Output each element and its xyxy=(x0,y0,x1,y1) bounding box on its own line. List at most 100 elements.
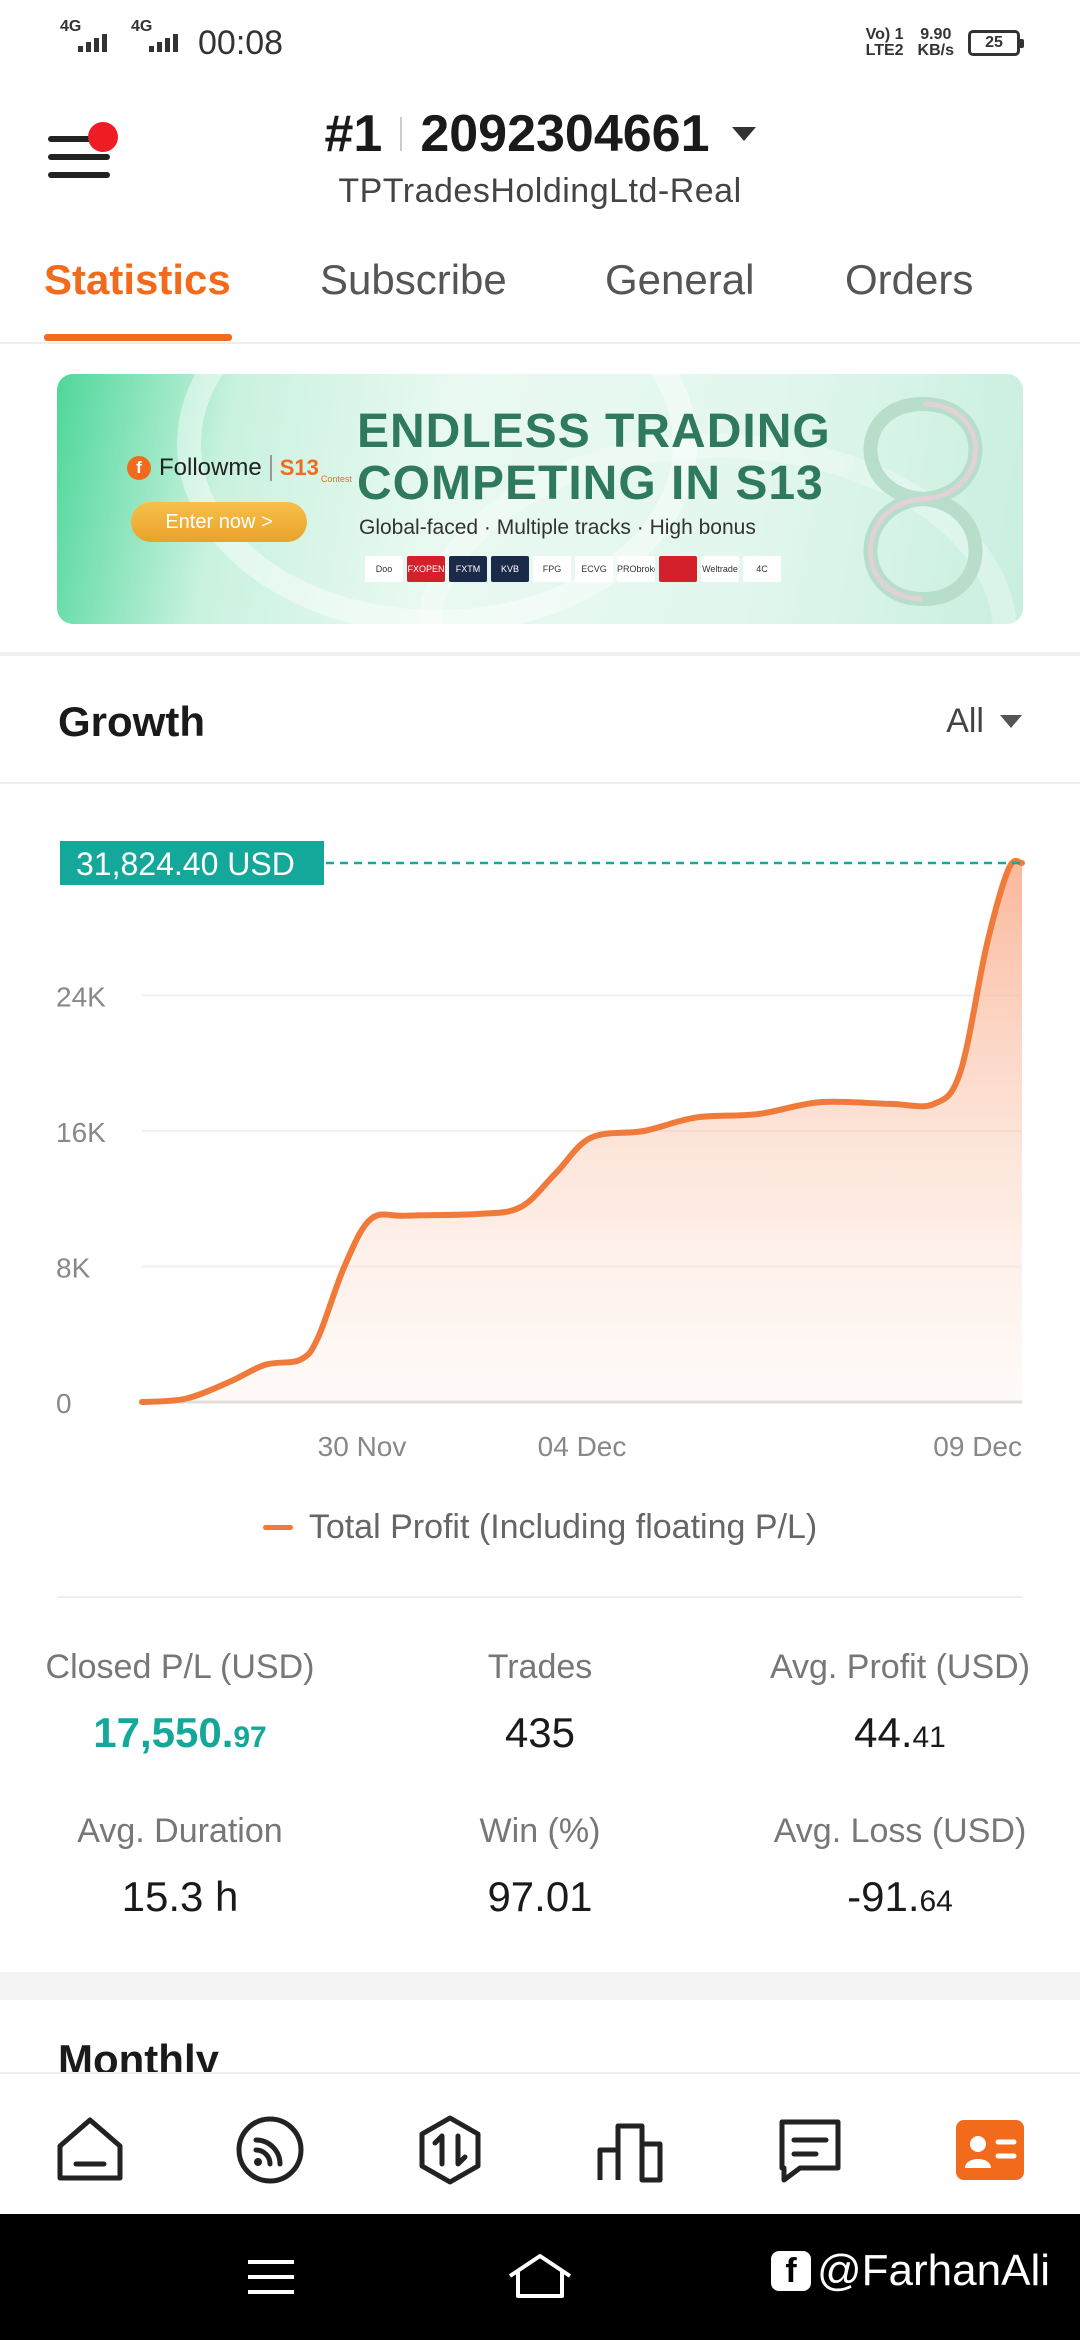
sponsor-logo: PRObroker xyxy=(617,556,655,582)
monthly-title: Monthly xyxy=(58,2036,219,2072)
watermark-text: @FarhanAli xyxy=(817,2246,1050,2295)
y-tick-label: 24K xyxy=(56,982,106,1013)
promo-banner[interactable]: f Followme S13 Contest Enter now > ENDLE… xyxy=(57,374,1023,624)
menu-icon xyxy=(48,136,92,142)
clock: 00:08 xyxy=(198,23,284,62)
banner-brand: Followme xyxy=(159,454,262,481)
followme-logo-icon: f xyxy=(127,456,151,480)
sponsor-logo: FXTM xyxy=(449,556,487,582)
followme-logo: f Followme S13 Contest xyxy=(127,452,352,484)
signal-bars-icon xyxy=(149,34,178,52)
trade-icon xyxy=(419,2115,481,2185)
nav-messages[interactable] xyxy=(770,2110,850,2190)
nav-profile[interactable] xyxy=(950,2110,1030,2190)
stat-closed-pl: Closed P/L (USD) 17,550.97 xyxy=(0,1648,360,1757)
tab-statistics[interactable]: Statistics xyxy=(44,256,231,303)
y-tick-label: 16K xyxy=(56,1117,106,1148)
home-icon xyxy=(57,2117,123,2181)
tab-general[interactable]: General xyxy=(605,256,755,303)
stat-value: 435 xyxy=(360,1709,720,1757)
system-home-button[interactable] xyxy=(504,2250,576,2309)
legend-label: Total Profit (Including floating P/L) xyxy=(308,1508,818,1546)
profit-area xyxy=(142,860,1022,1402)
sponsor-logo: Weltrade xyxy=(701,556,739,582)
y-axis: 0 8K 16K 24K xyxy=(56,982,106,1420)
stat-value-main: -91. xyxy=(847,1873,920,1920)
current-value-badge-bg xyxy=(60,840,324,885)
tab-bar: Statistics Subscribe General Orders xyxy=(0,226,1080,344)
battery-icon: 25 xyxy=(968,30,1024,56)
menu-lines-icon xyxy=(248,2260,294,2294)
stat-value: 97.01 xyxy=(360,1873,720,1921)
divider xyxy=(57,1596,1023,1598)
section-divider xyxy=(0,1972,1080,2000)
banner-subtitle: Global-faced · Multiple tracks · High bo… xyxy=(359,516,756,539)
current-value-badge: 31,824.40 USD xyxy=(60,840,324,885)
profit-series-line xyxy=(139,857,1025,1405)
current-value-label: 31,824.40 USD xyxy=(76,846,295,882)
system-menu-button[interactable] xyxy=(244,2250,298,2309)
tab-orders[interactable]: Orders xyxy=(845,256,974,303)
x-axis: 30 Nov 04 Dec 09 Dec xyxy=(318,1431,1022,1462)
active-tab-indicator xyxy=(44,334,232,341)
stat-win-rate: Win (%) 97.01 xyxy=(360,1812,720,1921)
bottom-nav xyxy=(0,2072,1080,2214)
home-outline-icon xyxy=(508,2254,572,2298)
banner-badge-sub: Contest xyxy=(320,474,352,484)
banner-8-graphic-icon xyxy=(863,396,983,607)
nav-trade[interactable] xyxy=(410,2110,490,2190)
facebook-icon: f xyxy=(771,2251,812,2291)
broker-name: TPTradesHoldingLtd-Real xyxy=(338,172,742,210)
enter-now-button[interactable]: Enter now > xyxy=(131,502,307,542)
range-select[interactable]: All xyxy=(946,702,1022,741)
x-tick-label: 30 Nov xyxy=(318,1431,407,1462)
menu-button[interactable] xyxy=(48,122,118,196)
nav-home[interactable] xyxy=(50,2110,130,2190)
sponsor-logo: FXOPEN xyxy=(407,556,445,582)
stat-value: 17,550.97 xyxy=(0,1709,360,1757)
profile-card-icon xyxy=(956,2120,1024,2180)
stat-value: -91.64 xyxy=(720,1873,1080,1921)
banner-title-line1: ENDLESS TRADING xyxy=(357,405,831,458)
divider xyxy=(400,117,403,151)
volte-indicator: Vo) 1 LTE2 xyxy=(866,27,904,59)
stat-trades: Trades 435 xyxy=(360,1648,720,1757)
battery-level: 25 xyxy=(985,34,1003,51)
legend-swatch xyxy=(262,1525,293,1530)
speed-unit: KB/s xyxy=(917,42,954,59)
nav-ranking[interactable] xyxy=(590,2110,670,2190)
sponsor-logos: Doo Prime FXOPEN FXTM KVB PRIME FPG ECVG… xyxy=(365,556,781,582)
stat-label: Avg. Duration xyxy=(77,1812,283,1850)
ranking-icon xyxy=(597,2123,663,2183)
x-tick-label: 09 Dec xyxy=(933,1431,1022,1462)
lte-label: LTE2 xyxy=(865,42,904,59)
account-number: 2092304661 xyxy=(420,105,710,163)
account-selector[interactable]: #1 2092304661 xyxy=(0,104,1080,164)
growth-chart[interactable]: 0 8K 16K 24K 30 Nov 04 Dec 09 Dec 31,824.40 U… xyxy=(0,800,1080,1480)
feed-icon xyxy=(236,2116,304,2184)
speed-value: 9.90 xyxy=(920,26,952,43)
sponsor-logo: FPG xyxy=(533,556,571,582)
stat-value: 15.3 h xyxy=(0,1873,360,1921)
stat-avg-profit: Avg. Profit (USD) 44.41 xyxy=(720,1648,1080,1757)
sponsor-logo: ECVG xyxy=(575,556,613,582)
notification-dot xyxy=(88,122,118,152)
tab-subscribe[interactable]: Subscribe xyxy=(320,256,507,303)
stat-value-main: 15.3 h xyxy=(121,1873,239,1920)
stat-value: 44.41 xyxy=(720,1709,1080,1757)
menu-icon-bar xyxy=(48,154,110,160)
sponsor-logo xyxy=(659,556,697,582)
account-rank: #1 xyxy=(324,105,383,163)
stat-value-main: 44. xyxy=(854,1709,913,1756)
sponsor-logo: KVB PRIME xyxy=(491,556,529,582)
nav-feed[interactable] xyxy=(230,2110,310,2190)
stat-value-main: 97.01 xyxy=(487,1873,593,1920)
sim1-network-label: 4G xyxy=(60,18,82,35)
stat-label: Win (%) xyxy=(479,1812,601,1850)
chart-legend: Total Profit (Including floating P/L) xyxy=(0,1508,1080,1547)
sim2-network-label: 4G xyxy=(131,18,153,35)
stat-value-decimals: 41 xyxy=(912,1721,946,1754)
section-divider xyxy=(0,782,1080,784)
banner-title-line2: COMPETING IN S13 xyxy=(357,457,824,510)
banner-badge: S13 xyxy=(269,455,319,481)
